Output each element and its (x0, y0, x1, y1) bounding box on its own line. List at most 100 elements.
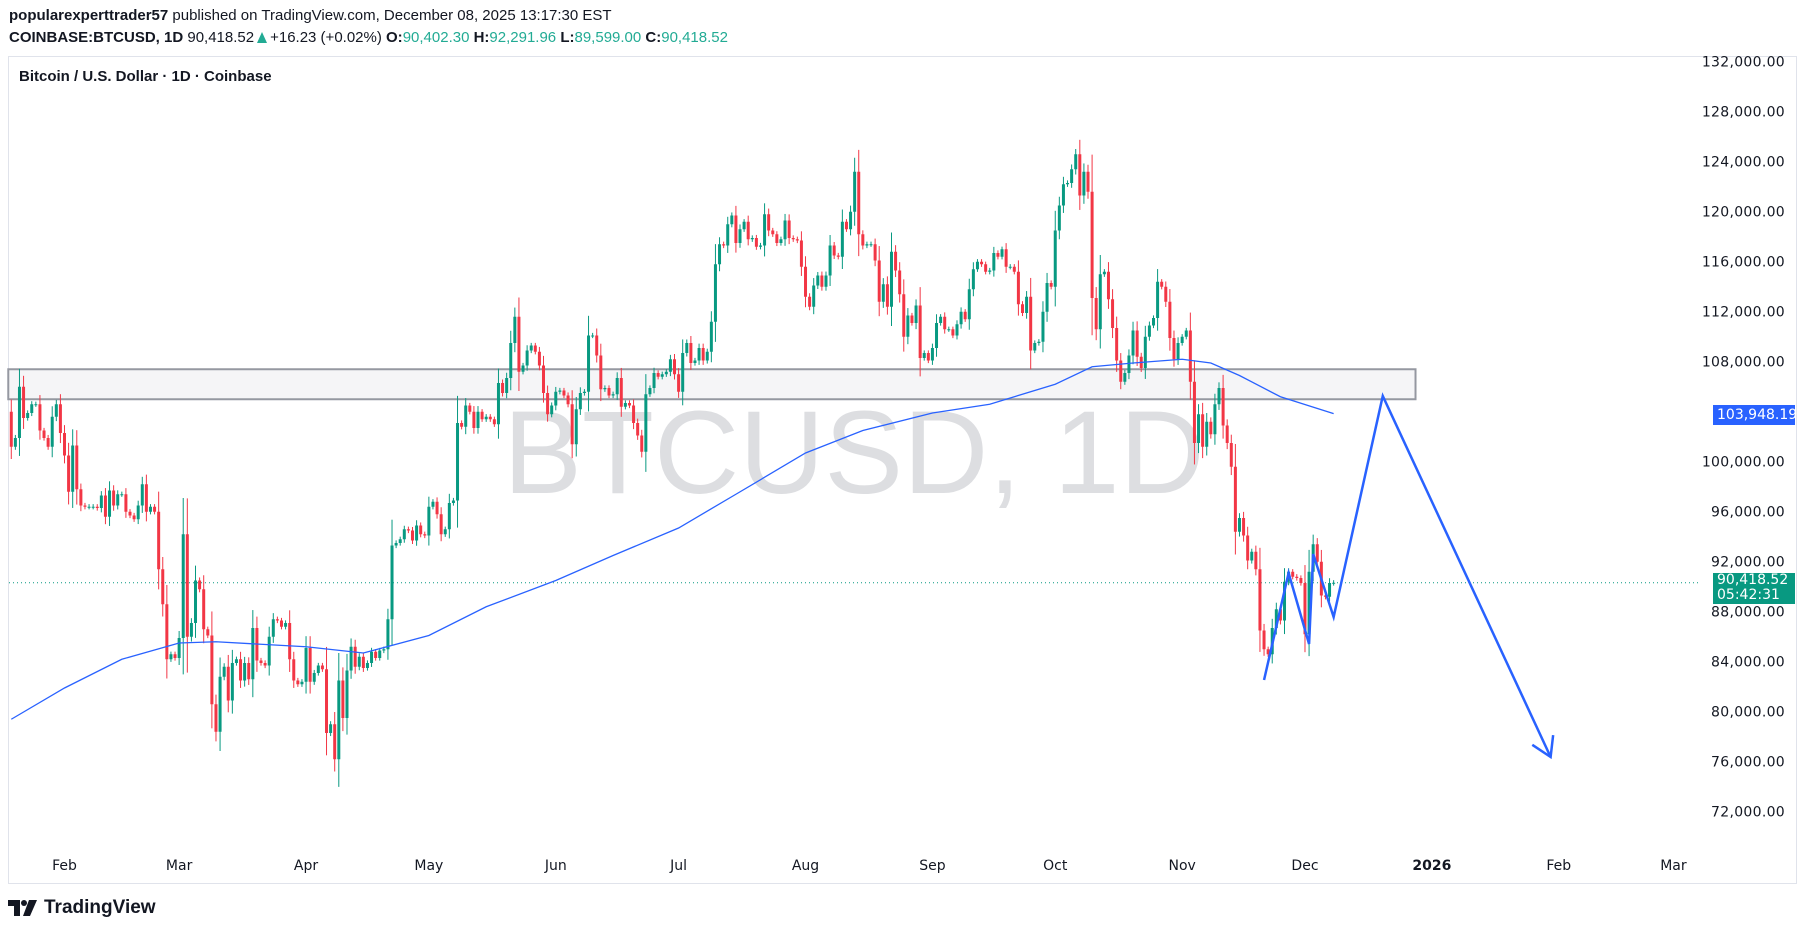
candle (124, 488, 128, 518)
candle (87, 504, 91, 510)
candle-body (1123, 373, 1127, 382)
symbol-name: COINBASE:BTCUSD, 1D (9, 29, 184, 46)
candle-body (1147, 325, 1151, 337)
candle (1131, 321, 1135, 365)
candle (877, 246, 881, 317)
candle-body (1197, 414, 1201, 443)
candle (365, 660, 369, 671)
candle (967, 278, 971, 330)
candle (58, 394, 62, 444)
candle-body (640, 435, 644, 452)
candle (112, 485, 116, 511)
candle (1164, 281, 1168, 307)
candle (476, 406, 480, 434)
candle-body (1201, 414, 1205, 447)
author-name[interactable]: popularexperttrader57 (9, 7, 169, 24)
candle-body (169, 654, 173, 660)
candle (730, 212, 734, 228)
candle-body (971, 269, 975, 290)
candle-body (1029, 296, 1033, 351)
candle-body (1061, 184, 1065, 206)
candle (844, 219, 848, 232)
candle (693, 357, 697, 366)
candle (1209, 417, 1213, 439)
candle-body (1192, 381, 1196, 443)
candle (1250, 548, 1254, 564)
candle (214, 694, 218, 742)
price-tick-label: 116,000.00 (1701, 254, 1785, 271)
candle (1078, 139, 1082, 210)
candle-body (279, 620, 283, 627)
chart-panel[interactable] (8, 56, 1797, 884)
candle (619, 367, 623, 417)
candle (108, 481, 112, 526)
candle-body (34, 404, 38, 406)
candle (116, 490, 120, 510)
candle-body (468, 405, 472, 412)
candle-body (300, 681, 304, 685)
candle (930, 343, 934, 365)
candle (705, 348, 709, 364)
candle (1152, 315, 1156, 329)
candle-body (22, 386, 26, 418)
candle (742, 219, 746, 232)
candle-body (513, 316, 517, 343)
candle-body (1045, 283, 1049, 312)
candle-body (1000, 249, 1004, 257)
candle-body (578, 393, 582, 410)
candle-body (550, 405, 554, 415)
candle (783, 213, 787, 246)
candle-body (943, 316, 947, 330)
candle (460, 420, 464, 430)
candle-body (42, 430, 46, 438)
candle (779, 236, 783, 246)
candle-body (329, 724, 333, 733)
candle-body (607, 388, 611, 396)
candle (271, 613, 275, 643)
last-price-label: 90,418.52 (1717, 572, 1789, 588)
tradingview-logo[interactable]: TradingView (8, 897, 156, 919)
candle-body (623, 403, 627, 407)
candle (828, 235, 832, 286)
open-label: O: (386, 29, 403, 46)
candle-body (165, 604, 169, 660)
candle (288, 610, 292, 672)
candle-body (537, 351, 541, 366)
candle (140, 476, 144, 513)
candle-body (239, 659, 243, 681)
candle-body (1053, 230, 1057, 287)
candle (251, 610, 255, 698)
candle (1008, 264, 1012, 270)
candle (230, 649, 234, 714)
candle-body (1323, 595, 1327, 597)
candle (361, 652, 365, 672)
candle-body (881, 284, 885, 302)
candle-body (1291, 571, 1295, 577)
candle (423, 531, 427, 539)
time-tick-label: Feb (52, 858, 77, 874)
candle-body (910, 315, 914, 323)
candle-body (1213, 404, 1217, 435)
candle-body (71, 445, 75, 492)
candle-body (799, 240, 803, 267)
candle (91, 504, 95, 510)
candle (22, 375, 26, 429)
candle (873, 238, 877, 267)
candle-body (456, 423, 460, 501)
candle (34, 401, 38, 407)
candle (492, 416, 496, 427)
candle (926, 350, 930, 364)
candle (439, 507, 443, 542)
candle-body (288, 623, 292, 660)
candle (939, 314, 943, 326)
candle-body (693, 360, 697, 363)
candle (349, 638, 353, 679)
candle (808, 293, 812, 311)
candle (136, 500, 140, 525)
candle (480, 409, 484, 422)
candle (83, 502, 87, 510)
candle (386, 608, 390, 660)
candle-body (103, 495, 107, 517)
candle-body (1115, 328, 1119, 361)
